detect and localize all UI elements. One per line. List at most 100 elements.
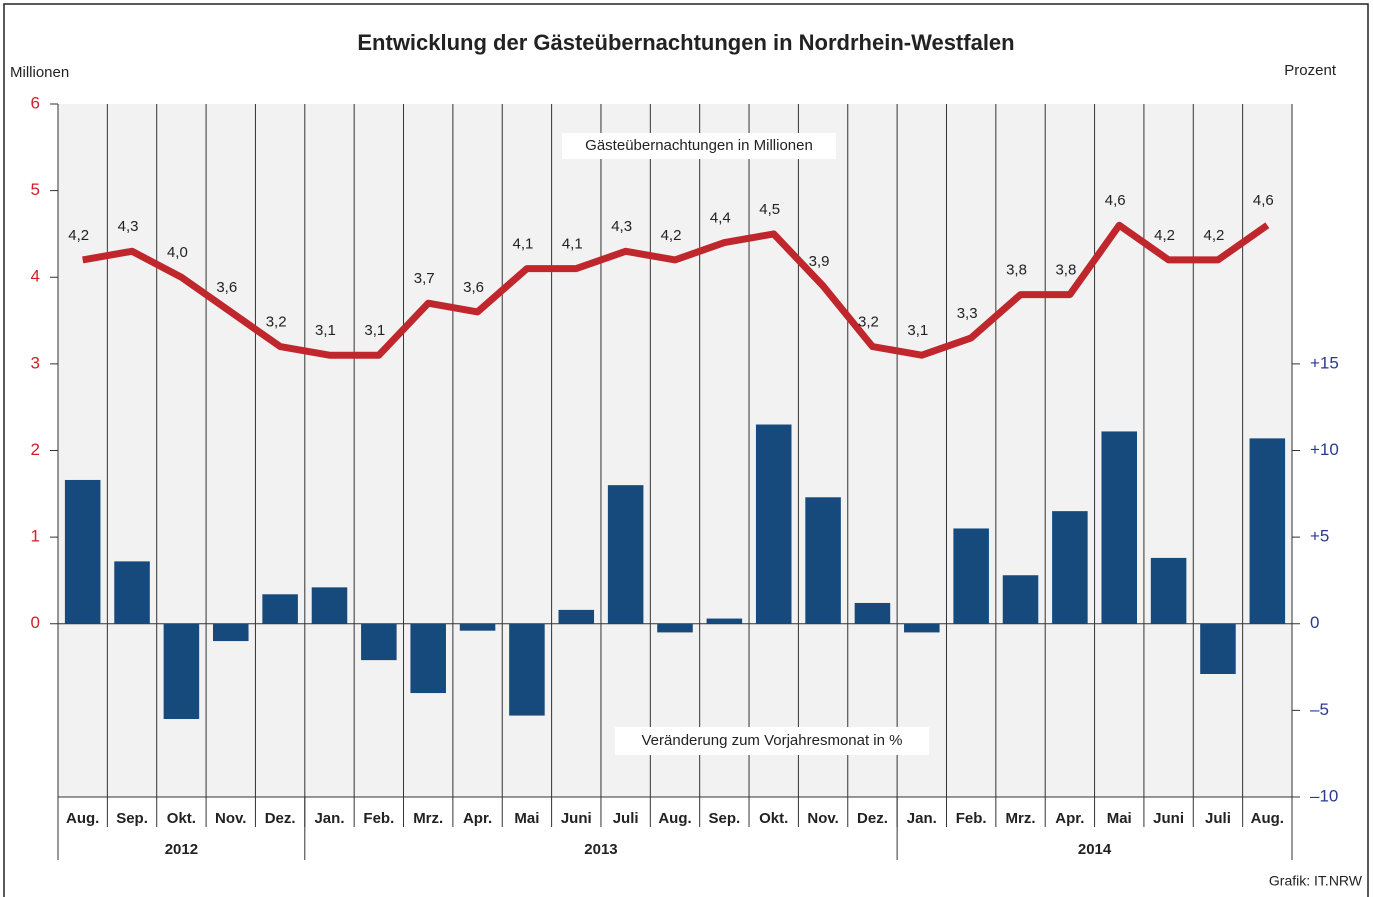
y2-tick-label: +15 (1310, 353, 1339, 372)
bar (706, 618, 743, 624)
y-axis-label: Millionen (10, 64, 69, 81)
bar (1150, 557, 1187, 624)
x-tick-label: Aug. (1251, 810, 1284, 827)
y-tick-label: 1 (31, 527, 40, 546)
value-label: 4,3 (118, 218, 139, 235)
bar (410, 623, 446, 694)
x-tick-label: Juli (1205, 810, 1231, 827)
value-label: 4,2 (68, 227, 89, 244)
x-tick-label: Feb. (363, 810, 394, 827)
x-tick-label: Dez. (857, 810, 888, 827)
frame (3, 3, 1369, 897)
y-tick-label: 3 (31, 353, 40, 372)
x-tick-label: Sep. (709, 810, 741, 827)
x-tick-label: Nov. (807, 810, 838, 827)
year-label: 2014 (1078, 841, 1112, 858)
y-tick-label: 5 (31, 180, 40, 199)
value-label: 3,3 (957, 305, 978, 322)
y2-tick-label: 0 (1310, 613, 1319, 632)
y2-tick-label: +10 (1310, 440, 1339, 459)
x-tick-label: Juli (613, 810, 639, 827)
x-tick-label: Aug. (66, 810, 99, 827)
x-tick-label: Mai (514, 810, 539, 827)
x-tick-label: Apr. (463, 810, 492, 827)
x-tick-label: Nov. (215, 810, 246, 827)
year-label: 2012 (165, 841, 198, 858)
bar (953, 528, 989, 624)
bar (1101, 431, 1138, 624)
x-tick-label: Juni (1153, 810, 1184, 827)
value-label: 4,3 (611, 218, 632, 235)
bar (262, 594, 298, 624)
x-tick-label: Okt. (759, 810, 788, 827)
plot-background (58, 104, 1292, 797)
chart-title: Entwicklung der Gästeübernachtungen in N… (357, 30, 1014, 55)
value-label: 3,6 (463, 279, 484, 296)
x-tick-label: Jan. (907, 810, 937, 827)
x-tick-label: Feb. (956, 810, 987, 827)
x-tick-label: Sep. (116, 810, 148, 827)
line-label: Gästeübernachtungen in Millionen (585, 137, 813, 154)
value-label: 3,1 (315, 322, 336, 339)
x-tick-label: Okt. (167, 810, 196, 827)
y-tick-label: 4 (31, 267, 40, 286)
bar (1249, 438, 1286, 624)
value-label: 3,1 (364, 322, 385, 339)
value-label: 4,4 (710, 210, 731, 227)
bar (755, 424, 792, 624)
value-label: 4,1 (512, 236, 533, 253)
bar (64, 479, 101, 624)
value-label: 3,2 (266, 314, 287, 331)
y2-tick-label: +5 (1310, 527, 1329, 546)
label-box (562, 133, 836, 159)
y2-tick-label: –5 (1310, 700, 1329, 719)
x-tick-label: Mai (1107, 810, 1132, 827)
year-label: 2013 (584, 841, 617, 858)
bar (361, 623, 397, 661)
bar (1002, 575, 1039, 624)
value-label: 3,9 (809, 253, 830, 270)
x-tick-label: Apr. (1055, 810, 1084, 827)
value-label: 4,2 (1154, 227, 1175, 244)
value-label: 3,8 (1055, 262, 1076, 279)
y-tick-label: 6 (31, 93, 40, 112)
bar (1052, 511, 1088, 624)
value-label: 4,2 (661, 227, 682, 244)
bar (1200, 623, 1236, 674)
bar (854, 602, 891, 624)
x-tick-label: Juni (561, 810, 592, 827)
bar (311, 587, 348, 624)
value-label: 3,7 (414, 270, 435, 287)
bar-label: Veränderung zum Vorjahresmonat in % (642, 732, 903, 749)
bar (805, 497, 841, 624)
bar (212, 623, 249, 642)
bar (509, 623, 545, 716)
y-tick-label: 0 (31, 613, 40, 632)
x-tick-label: Mrz. (413, 810, 443, 827)
line (82, 221, 1270, 359)
x-tick-label: Jan. (314, 810, 344, 827)
x-tick-label: Mrz. (1006, 810, 1036, 827)
value-label: 4,0 (167, 244, 188, 261)
bar (163, 623, 200, 720)
value-label: 4,1 (562, 236, 583, 253)
value-label: 3,8 (1006, 262, 1027, 279)
bar (904, 623, 940, 633)
x-tick-label: Aug. (658, 810, 691, 827)
x-tick-label: Dez. (265, 810, 296, 827)
value-label: 3,6 (216, 279, 237, 296)
bar (459, 623, 496, 631)
value-label: 3,2 (858, 314, 879, 331)
y-tick-label: 2 (31, 440, 40, 459)
y2-tick-label: –10 (1310, 786, 1338, 805)
y2-axis-label: Prozent (1284, 62, 1337, 79)
bar (558, 609, 595, 624)
label-box (615, 727, 929, 755)
value-label: 4,5 (759, 201, 780, 218)
value-label: 4,6 (1105, 192, 1126, 209)
bar (114, 561, 150, 624)
value-label: 3,1 (907, 322, 928, 339)
bar (657, 623, 693, 633)
source: Grafik: IT.NRW (1269, 873, 1363, 889)
